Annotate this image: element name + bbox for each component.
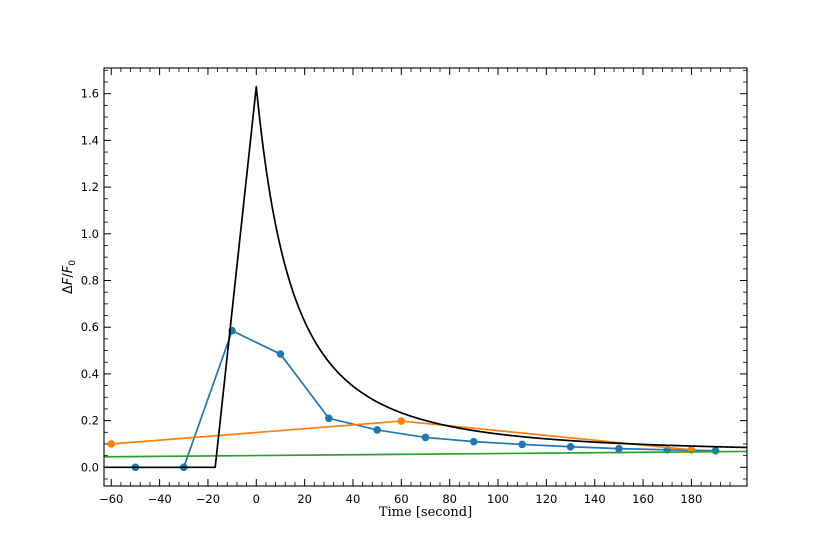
series-point-0 xyxy=(325,414,333,423)
x-tick-label: 120 xyxy=(535,492,557,506)
tick-label-layer: −60 −40 −20 0 20 40 60 80 100 120 140 160 180 0.0 0.2 0… xyxy=(81,87,703,506)
x-tick-label: 180 xyxy=(680,492,702,506)
x-tick-label: 20 xyxy=(297,492,312,506)
y-tick-label: 1.6 xyxy=(81,87,99,101)
series-point-1 xyxy=(397,417,406,425)
y-label-f: F xyxy=(61,277,76,285)
series-layer xyxy=(104,85,747,472)
y-tick-label: 1.0 xyxy=(81,227,99,241)
series-point-0 xyxy=(470,437,478,446)
series-line-3 xyxy=(104,85,747,469)
x-tick-label: 80 xyxy=(442,492,457,506)
y-tick-label: 0.8 xyxy=(81,274,99,288)
tick-layer xyxy=(104,68,747,486)
series-line-2 xyxy=(104,450,747,458)
x-axis-label: Time [second] xyxy=(379,505,472,520)
y-tick-label: 0.0 xyxy=(81,460,99,474)
y-tick-label: 0.4 xyxy=(81,367,99,381)
x-tick-label: 60 xyxy=(394,492,409,506)
series-point-0 xyxy=(276,350,285,358)
y-label-delta: Δ xyxy=(61,285,76,294)
series-point-0 xyxy=(421,433,430,442)
series-point-0 xyxy=(566,442,575,451)
x-tick-label: 160 xyxy=(632,492,654,506)
y-tick-label: 0.6 xyxy=(81,320,99,334)
series-point-0 xyxy=(711,446,720,455)
y-tick-label: 1.2 xyxy=(81,180,99,194)
y-label-f0: F xyxy=(61,265,76,273)
x-tick-label: 40 xyxy=(346,492,361,506)
y-tick-label: 0.2 xyxy=(81,414,99,428)
x-tick-label: −40 xyxy=(147,492,171,506)
series-point-0 xyxy=(518,440,526,449)
y-label-slash: / xyxy=(61,273,76,278)
series-point-0 xyxy=(373,426,381,434)
series-point-0 xyxy=(615,444,623,453)
series-point-1 xyxy=(107,440,116,448)
y-label-subscript: 0 xyxy=(68,260,78,266)
x-tick-label: 140 xyxy=(584,492,606,506)
x-tick-label: −60 xyxy=(99,492,123,506)
x-tick-label: 100 xyxy=(487,492,509,506)
x-tick-label: −20 xyxy=(196,492,220,506)
y-tick-label: 1.4 xyxy=(81,133,99,147)
y-axis-label: ΔF/F0 xyxy=(61,260,78,294)
x-tick-label: 0 xyxy=(253,492,260,506)
plot-frame xyxy=(103,67,748,487)
